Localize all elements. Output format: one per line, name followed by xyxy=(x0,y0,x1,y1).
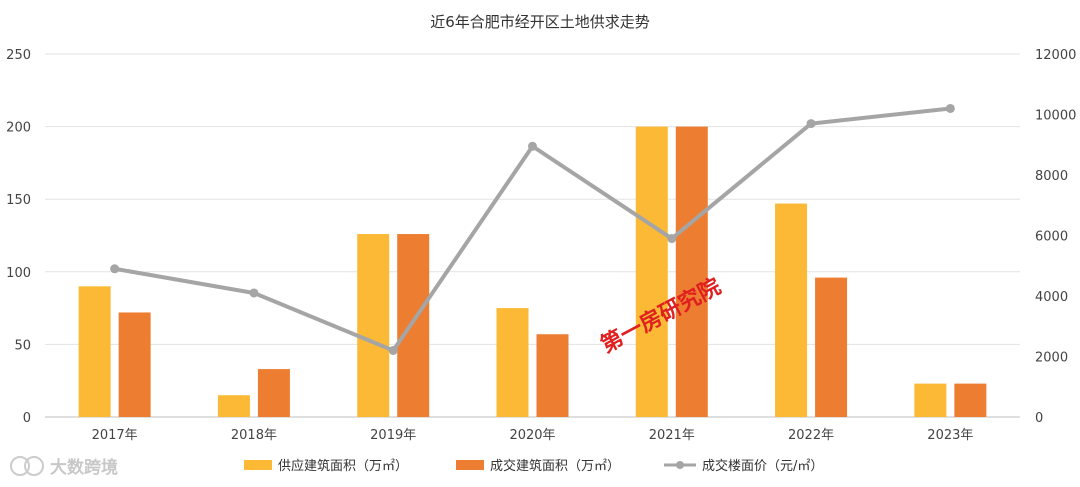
brand-name: 大数跨境 xyxy=(50,457,118,478)
bar-supply xyxy=(496,308,529,417)
y-tick-label: 100 xyxy=(6,266,31,281)
x-tick-label: 2021年 xyxy=(649,428,695,443)
brand-icon xyxy=(10,456,44,476)
legend-item-deal: 成交建筑面积（万㎡） xyxy=(456,458,620,474)
brand-logo: 大数跨境 xyxy=(10,456,118,478)
y2-tick-label: 4000 xyxy=(1035,290,1068,305)
bars xyxy=(78,126,987,417)
price-point xyxy=(388,345,398,355)
x-axis-ticks: 2017年 2018年 2019年 2020年 2021年 2022年 2023年 xyxy=(92,428,974,443)
y-tick-label: 200 xyxy=(6,121,31,136)
legend-item-supply: 供应建筑面积（万㎡） xyxy=(244,458,408,474)
x-tick-label: 2017年 xyxy=(92,428,138,443)
right-axis-ticks: 0 2000 4000 6000 8000 10000 12000 xyxy=(1035,48,1076,426)
bar-deal xyxy=(536,334,569,417)
bar-deal xyxy=(397,234,430,417)
x-tick-label: 2018年 xyxy=(231,428,277,443)
y-tick-label: 50 xyxy=(14,338,31,353)
price-point xyxy=(249,288,259,298)
y-tick-label: 150 xyxy=(6,193,31,208)
x-tick-label: 2020年 xyxy=(509,428,555,443)
price-point xyxy=(528,141,537,151)
legend: 供应建筑面积（万㎡） 成交建筑面积（万㎡） 成交楼面价（元/㎡） xyxy=(244,458,823,474)
price-line xyxy=(110,103,955,355)
bar-deal xyxy=(675,126,708,417)
legend-label-supply: 供应建筑面积（万㎡） xyxy=(278,458,408,474)
y2-tick-label: 12000 xyxy=(1035,48,1076,63)
price-point xyxy=(945,103,955,113)
x-tick-label: 2019年 xyxy=(370,428,416,443)
bar-deal xyxy=(954,383,987,417)
bar-supply xyxy=(635,126,668,417)
bar-deal xyxy=(118,312,151,417)
left-axis-ticks: 0 50 100 150 200 250 xyxy=(6,48,31,426)
chart-title: 近6年合肥市经开区土地供求走势 xyxy=(430,13,650,31)
grid-lines xyxy=(45,53,1020,418)
y2-tick-label: 6000 xyxy=(1035,230,1068,245)
price-point xyxy=(110,264,120,274)
legend-item-price: 成交楼面价（元/㎡） xyxy=(664,458,823,474)
bar-supply xyxy=(217,395,250,417)
bar-supply xyxy=(775,203,808,417)
bar-deal xyxy=(815,277,848,417)
y2-tick-label: 0 xyxy=(1035,411,1043,426)
legend-marker-price xyxy=(676,461,684,469)
y2-tick-label: 2000 xyxy=(1035,351,1068,366)
x-tick-label: 2023年 xyxy=(927,428,973,443)
legend-label-deal: 成交建筑面积（万㎡） xyxy=(490,458,620,474)
legend-swatch-supply xyxy=(244,460,272,470)
price-point xyxy=(806,119,816,129)
y2-tick-label: 10000 xyxy=(1035,109,1076,124)
y-tick-label: 0 xyxy=(23,411,31,426)
x-tick-label: 2022年 xyxy=(788,428,834,443)
bar-supply xyxy=(914,383,947,417)
bar-deal xyxy=(257,369,290,417)
price-point xyxy=(667,234,677,244)
legend-label-price: 成交楼面价（元/㎡） xyxy=(702,458,823,474)
y2-tick-label: 8000 xyxy=(1035,169,1068,184)
y-tick-label: 250 xyxy=(6,48,31,63)
bar-supply xyxy=(357,234,390,417)
legend-swatch-deal xyxy=(456,460,484,470)
bar-supply xyxy=(78,286,111,417)
